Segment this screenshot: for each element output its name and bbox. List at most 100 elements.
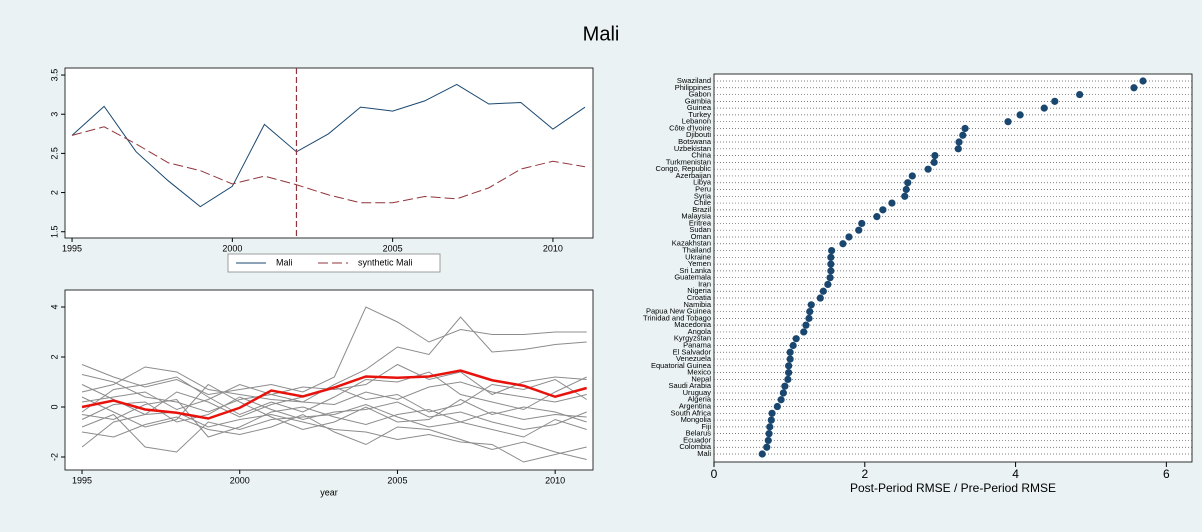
series-line: [81, 381, 587, 411]
category-label: Eritrea: [689, 218, 712, 227]
dot: [1040, 104, 1048, 112]
category-label: Iran: [698, 279, 711, 288]
dot: [828, 246, 836, 255]
dot: [961, 124, 969, 133]
category-label: Turkmenistan: [666, 157, 711, 166]
category-label: Yemen: [688, 259, 711, 268]
category-label: Colombia: [679, 442, 712, 451]
x-axis-label: Post-Period RMSE / Pre-Period RMSE: [850, 481, 1056, 495]
dot: [1051, 97, 1059, 105]
x-tick-label: 2: [861, 467, 868, 481]
dot: [800, 328, 808, 336]
x-tick-label: 2005: [387, 475, 407, 485]
dot: [1004, 118, 1012, 126]
y-tick-label: -2: [49, 453, 59, 461]
dot: [784, 375, 792, 383]
dot: [908, 172, 916, 180]
series-line: [81, 369, 588, 420]
category-label: Uzbekistan: [674, 144, 711, 153]
x-tick-label: 2000: [222, 243, 242, 253]
series-line: [81, 306, 587, 396]
category-label: Swaziland: [677, 76, 711, 85]
dot: [879, 206, 887, 214]
category-label: Sudan: [689, 225, 711, 234]
dot: [824, 280, 832, 289]
category-label: Equatorial Guinea: [651, 361, 712, 370]
category-label: Croatia: [687, 293, 712, 302]
category-label: Venezuela: [676, 354, 712, 363]
category-label: Kyrgyzstan: [674, 334, 711, 343]
dot: [873, 213, 881, 221]
category-label: Nepal: [691, 374, 711, 383]
x-tick-label: 2005: [383, 243, 403, 253]
dot: [786, 348, 794, 356]
dot: [902, 185, 910, 194]
category-label: Côte d'Ivoire: [669, 123, 711, 132]
series-line: [81, 316, 587, 403]
category-label: Papua New Guinea: [646, 307, 712, 316]
category-label: Djibouti: [686, 130, 711, 139]
x-tick-label: 0: [711, 467, 718, 481]
category-label: Mali: [697, 449, 711, 458]
dot: [763, 443, 771, 451]
dot: [779, 389, 787, 397]
dot: [789, 341, 797, 350]
x-tick-label: 4: [1012, 467, 1019, 481]
category-label: South Africa: [671, 408, 712, 417]
dot: [904, 179, 912, 187]
series-line: [71, 83, 586, 208]
category-label: Azerbaijan: [676, 171, 711, 180]
dot: [1016, 111, 1024, 119]
series-line: [81, 371, 587, 416]
dot: [785, 369, 793, 377]
category-label: Uruguay: [683, 388, 712, 397]
category-label: Botswana: [678, 137, 712, 146]
category-label: Chile: [694, 198, 711, 207]
dot: [1139, 77, 1147, 85]
dot: [765, 430, 773, 438]
dot: [816, 294, 824, 302]
y-tick-label: 2.5: [49, 147, 59, 160]
dot: [839, 240, 847, 248]
dot: [764, 436, 772, 445]
dot: [930, 158, 938, 166]
dot: [826, 274, 834, 282]
dot: [924, 165, 932, 173]
category-label: El Salvador: [673, 347, 712, 356]
category-label: Nigeria: [687, 286, 712, 295]
dot: [777, 396, 785, 404]
dot: [827, 253, 835, 261]
category-label: Belarus: [686, 429, 712, 438]
dot: [1076, 90, 1084, 99]
dot: [955, 138, 963, 146]
category-label: Fiji: [701, 422, 711, 431]
category-label: Syria: [694, 191, 712, 200]
dot: [931, 152, 939, 160]
category-label: Malaysia: [681, 212, 711, 221]
category-label: Philippines: [675, 83, 712, 92]
category-label: Mexico: [687, 368, 711, 377]
category-label: Mongolia: [681, 415, 712, 424]
category-label: Argentina: [679, 402, 712, 411]
category-label: Sri Lanka: [679, 266, 712, 275]
category-label: Thailand: [682, 246, 711, 255]
dot: [773, 402, 781, 411]
series-line: [81, 413, 587, 460]
category-label: Oman: [691, 232, 711, 241]
figure-title: Mali: [583, 23, 620, 45]
category-label: Kazakhstan: [672, 239, 711, 248]
dot: [766, 423, 774, 431]
category-label: Guatemala: [674, 273, 712, 282]
dot: [802, 321, 810, 329]
category-label: Congo, Republic: [656, 164, 712, 173]
category-label: Gabon: [688, 90, 711, 99]
category-label: Gambia: [685, 96, 712, 105]
category-label: Angola: [688, 327, 712, 336]
category-label: Macedonia: [674, 320, 712, 329]
dot: [888, 199, 896, 207]
category-label: Brazil: [692, 205, 711, 214]
dot: [827, 260, 835, 268]
x-axis-label: year: [320, 487, 338, 497]
